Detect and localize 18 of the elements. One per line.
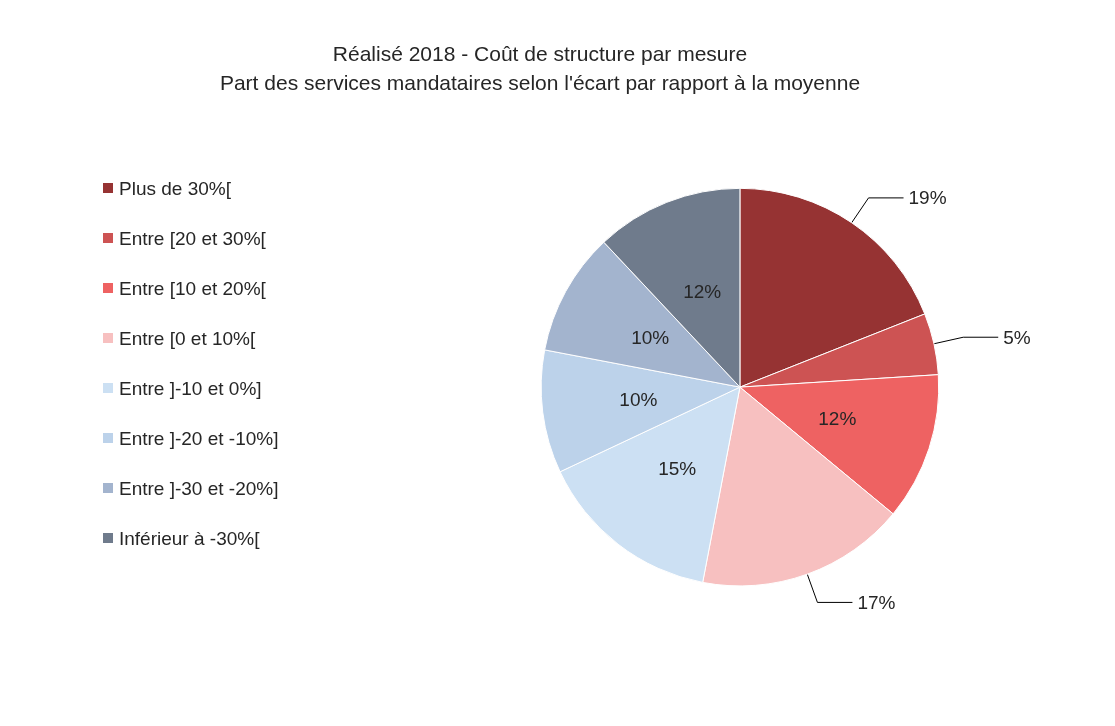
chart-subtitle: Part des services mandataires selon l'écart par rapport à la moyenne — [219, 71, 861, 94]
legend-label: Entre [0 et 10%[ — [119, 327, 256, 349]
data-label: 10% — [631, 327, 670, 349]
legend-label: Entre [20 et 30%[ — [119, 227, 267, 249]
data-label: 15% — [658, 457, 697, 479]
data-label: 10% — [619, 389, 658, 411]
legend-label: Plus de 30%[ — [119, 177, 232, 199]
legend-label: Entre ]-30 et -20%] — [119, 477, 279, 499]
data-label: 12% — [818, 408, 857, 430]
legend-label: Entre [10 et 20%[ — [119, 277, 267, 299]
data-label: 17% — [857, 591, 896, 613]
legend-label: Entre ]-10 et 0%] — [119, 377, 262, 399]
data-label: 5% — [1003, 326, 1031, 348]
legend-label: Entre ]-20 et -10%] — [119, 427, 279, 449]
chart-title: Réalisé 2018 - Coût de structure par mesure — [332, 42, 748, 65]
data-label: 12% — [683, 281, 722, 303]
data-label: 19% — [908, 187, 947, 209]
legend-label: Inférieur à -30%[ — [119, 527, 261, 549]
